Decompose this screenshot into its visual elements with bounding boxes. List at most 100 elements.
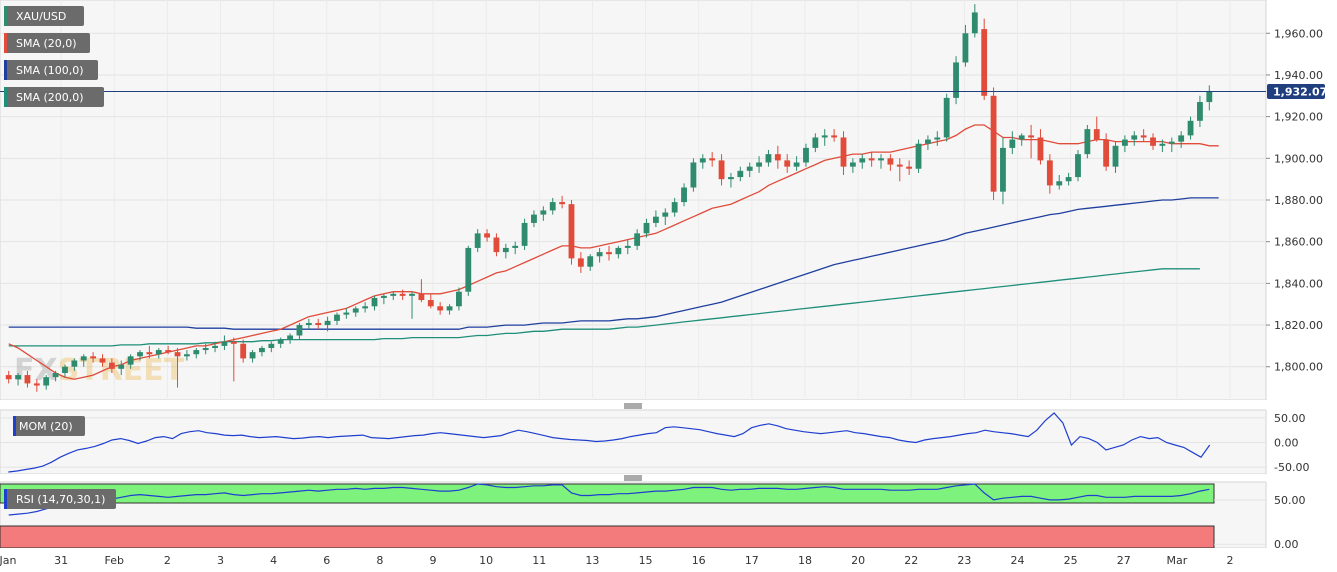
panel-resize-handle-1[interactable] — [0, 400, 1266, 410]
candle-body — [652, 216, 659, 223]
momentum-axis: 50.00 0.00 -50.00 — [1274, 412, 1309, 474]
candle-body — [990, 95, 997, 192]
candle — [662, 208, 669, 226]
candle-body — [540, 210, 547, 215]
rsi-grid — [1214, 499, 1266, 545]
candle — [784, 154, 791, 173]
candle-body — [587, 256, 594, 267]
price-grid — [0, 0, 1266, 398]
candle — [334, 312, 340, 326]
candle-body — [371, 297, 378, 307]
legend-sma20-bg — [4, 33, 90, 53]
candle-body — [277, 339, 284, 344]
time-tick-label: 22 — [904, 554, 918, 567]
candle-body — [15, 375, 21, 380]
candle — [549, 197, 556, 215]
legend-item-xauusd[interactable]: XAU/USD — [4, 6, 84, 26]
candle-body — [305, 322, 312, 326]
candle-body — [343, 312, 350, 315]
watermark-fx: FX — [14, 353, 58, 388]
candle — [502, 243, 509, 259]
legend-sma100-bg — [4, 60, 98, 80]
legend-sma100-swatch — [4, 60, 7, 80]
candle — [690, 158, 697, 192]
candle — [24, 370, 31, 388]
candle-body — [193, 350, 200, 355]
candle-body — [146, 352, 153, 355]
candle-body — [812, 137, 819, 148]
candle — [615, 245, 622, 259]
candle-body — [746, 166, 753, 171]
candle-body — [643, 222, 650, 234]
rsi-tick-label: 50.00 — [1274, 494, 1306, 507]
candle-body — [803, 147, 809, 163]
candle-body — [531, 214, 537, 223]
legend-item-sma100[interactable]: SMA (100,0) — [4, 60, 98, 80]
candle — [174, 347, 181, 388]
candle-body — [709, 158, 716, 161]
candle — [878, 154, 884, 169]
legend-symbol-bg — [4, 6, 84, 26]
last-price-value: 1,932.07 — [1273, 85, 1327, 98]
candle — [202, 343, 209, 355]
candle-body — [409, 293, 415, 296]
candle-body — [296, 325, 303, 336]
candle-body — [127, 356, 134, 365]
panel-resize-handle-2[interactable] — [0, 474, 1266, 482]
candle-body — [399, 293, 406, 296]
candle — [90, 352, 97, 363]
candle — [183, 350, 190, 361]
price-tick-label: 1,960.00 — [1274, 27, 1323, 40]
candle-body — [240, 343, 247, 359]
candle-body — [981, 29, 988, 96]
legend-item-rsi[interactable]: RSI (14,70,30,1) — [4, 489, 116, 509]
candle-body — [90, 356, 97, 359]
legend-item-mom[interactable]: MOM (20) — [13, 416, 85, 436]
time-tick-label: 24 — [1010, 554, 1024, 567]
candle — [418, 279, 425, 303]
candle — [390, 291, 397, 301]
candle-body — [62, 366, 68, 373]
candle-body — [774, 154, 781, 161]
candle-body — [71, 360, 78, 367]
rsi-label-swatch — [4, 489, 7, 509]
candle — [728, 172, 734, 188]
candle — [981, 18, 988, 100]
candle-body — [878, 158, 884, 161]
candle-body — [831, 135, 838, 138]
candle — [362, 302, 369, 313]
legend-item-sma200[interactable]: SMA (200,0) — [4, 87, 104, 107]
candle — [259, 345, 265, 357]
candle — [1075, 149, 1081, 182]
candle-body — [971, 12, 978, 34]
candle-body — [249, 352, 256, 359]
candle-body — [962, 33, 969, 63]
candle — [1197, 95, 1203, 128]
candle — [399, 289, 406, 301]
candle-body — [953, 62, 959, 98]
candle-body — [362, 306, 369, 309]
candle — [446, 304, 453, 315]
candle — [315, 318, 322, 330]
candle-body — [718, 160, 725, 180]
candle — [343, 308, 350, 319]
rsi-axis: 50.00 0.00 — [1274, 494, 1306, 551]
candle — [1037, 129, 1044, 165]
candle — [249, 350, 256, 363]
rsi-line — [8, 483, 1210, 516]
candle — [71, 358, 78, 371]
candle-body — [662, 212, 669, 217]
candle — [1018, 133, 1025, 146]
momentum-tick-label: 50.00 — [1274, 412, 1306, 425]
candle — [1168, 137, 1175, 153]
candle-body — [390, 293, 397, 296]
sma-200-line — [8, 268, 1200, 347]
candle — [577, 252, 584, 273]
candle — [718, 154, 725, 186]
time-tick-label: 8 — [376, 554, 383, 567]
candle — [568, 200, 575, 265]
candle-body — [887, 158, 894, 165]
legend-item-sma20[interactable]: SMA (20,0) — [4, 33, 90, 53]
candle — [521, 218, 528, 251]
candle — [409, 291, 415, 319]
